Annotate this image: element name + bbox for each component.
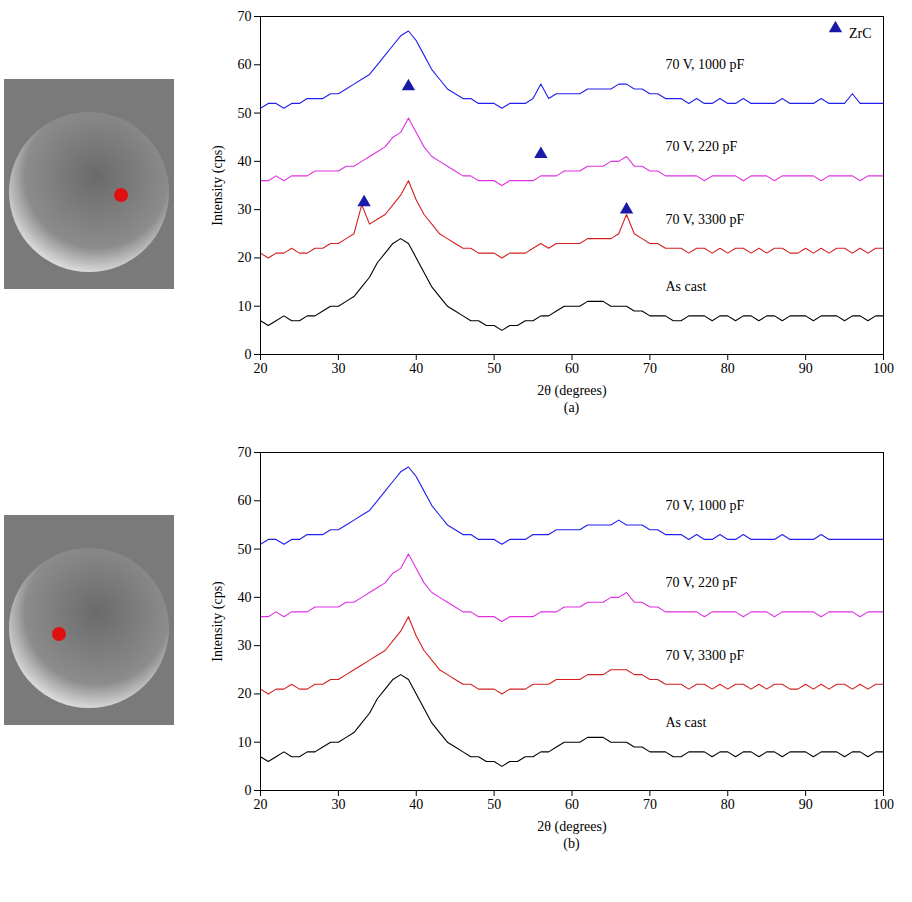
svg-text:60: 60 bbox=[565, 797, 579, 812]
svg-text:10: 10 bbox=[238, 299, 252, 314]
svg-text:60: 60 bbox=[238, 493, 252, 508]
svg-text:20: 20 bbox=[238, 250, 252, 265]
svg-text:70: 70 bbox=[238, 445, 252, 460]
svg-text:0: 0 bbox=[245, 347, 252, 362]
svg-text:80: 80 bbox=[721, 797, 735, 812]
svg-text:2θ (degrees): 2θ (degrees) bbox=[537, 819, 607, 835]
svg-text:100: 100 bbox=[873, 361, 894, 376]
svg-text:70: 70 bbox=[643, 797, 657, 812]
svg-text:60: 60 bbox=[565, 361, 579, 376]
svg-text:2θ (degrees): 2θ (degrees) bbox=[537, 383, 607, 399]
svg-text:70: 70 bbox=[643, 361, 657, 376]
svg-text:As cast: As cast bbox=[665, 279, 706, 294]
svg-text:50: 50 bbox=[238, 542, 252, 557]
svg-text:80: 80 bbox=[721, 361, 735, 376]
html-text:(a): (a) bbox=[563, 400, 580, 415]
svg-text:70 V, 1000 pF: 70 V, 1000 pF bbox=[665, 498, 744, 513]
svg-text:70: 70 bbox=[238, 9, 252, 24]
svg-text:50: 50 bbox=[487, 797, 501, 812]
svg-text:70 V, 3300 pF: 70 V, 3300 pF bbox=[665, 648, 744, 663]
svg-text:20: 20 bbox=[254, 797, 268, 812]
html-text:(b): (b) bbox=[563, 836, 580, 851]
svg-text:100: 100 bbox=[873, 797, 894, 812]
svg-text:As cast: As cast bbox=[665, 715, 706, 730]
svg-text:70 V, 220 pF: 70 V, 220 pF bbox=[665, 139, 737, 154]
svg-text:0: 0 bbox=[245, 783, 252, 798]
svg-text:40: 40 bbox=[238, 154, 252, 169]
svg-text:90: 90 bbox=[799, 361, 813, 376]
svg-text:70 V, 3300 pF: 70 V, 3300 pF bbox=[665, 212, 744, 227]
svg-text:60: 60 bbox=[238, 57, 252, 72]
svg-text:40: 40 bbox=[409, 361, 423, 376]
svg-text:70 V, 1000 pF: 70 V, 1000 pF bbox=[665, 57, 744, 72]
svg-text:20: 20 bbox=[254, 361, 268, 376]
svg-text:10: 10 bbox=[238, 735, 252, 750]
svg-text:40: 40 bbox=[238, 590, 252, 605]
svg-text:50: 50 bbox=[487, 361, 501, 376]
svg-text:40: 40 bbox=[409, 797, 423, 812]
svg-text:30: 30 bbox=[238, 202, 252, 217]
svg-text:30: 30 bbox=[331, 361, 345, 376]
svg-text:Intensity (cps): Intensity (cps) bbox=[210, 145, 226, 226]
svg-text:ZrC: ZrC bbox=[849, 26, 872, 41]
svg-text:70 V, 220 pF: 70 V, 220 pF bbox=[665, 575, 737, 590]
svg-text:30: 30 bbox=[238, 638, 252, 653]
svg-text:90: 90 bbox=[799, 797, 813, 812]
svg-text:20: 20 bbox=[238, 686, 252, 701]
svg-text:50: 50 bbox=[238, 106, 252, 121]
svg-text:30: 30 bbox=[331, 797, 345, 812]
svg-text:Intensity (cps): Intensity (cps) bbox=[210, 581, 226, 662]
